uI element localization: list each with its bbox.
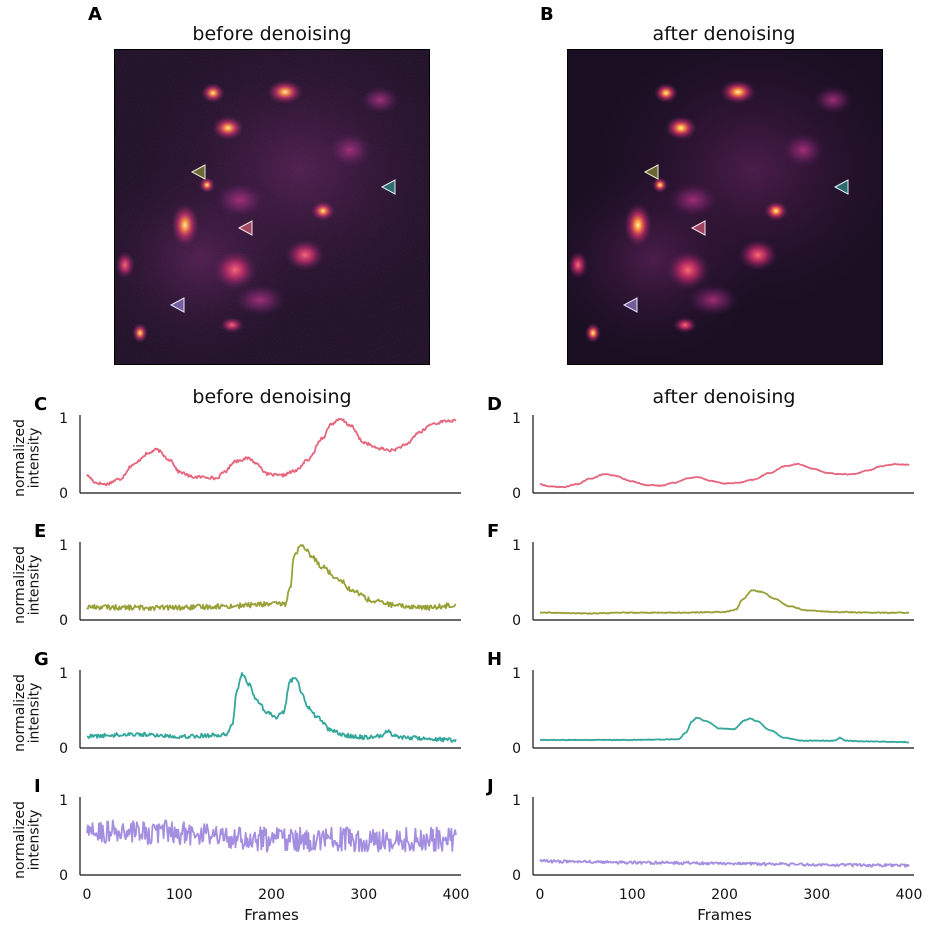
panel-letter-c: C (34, 394, 47, 415)
roi-marker-red (237, 220, 253, 236)
trace-title-before: before denoising (192, 386, 351, 408)
panel-f: F 0 1 (487, 521, 914, 629)
y-tick-label: 0 (512, 486, 521, 502)
panel-h: H 0 1 (487, 649, 914, 757)
trace-line (539, 716, 910, 744)
panel-c: C 0 1 normalizedintensity (12, 394, 461, 502)
panel-letter-i: I (34, 776, 41, 797)
y-tick-label: 0 (59, 613, 68, 629)
panel-g: G 0 1 normalizedintensity (12, 649, 461, 757)
panel-letter-j: J (485, 776, 494, 797)
panel-e: E 0 1 normalizedintensity (12, 521, 461, 629)
roi-markers-after (622, 164, 849, 313)
y-tick-label: 1 (512, 538, 521, 554)
x-tick-label: 400 (443, 887, 470, 903)
roi-marker-teal (833, 179, 849, 195)
y-tick-label: 1 (512, 411, 521, 427)
y-axis-label: normalizedintensity (12, 546, 43, 624)
trace-line (86, 672, 457, 743)
panel-i: I 0 1 normalizedintensity 0 100 200 300 400 Frame… (12, 776, 469, 924)
panel-d: D 0 1 (487, 394, 914, 502)
panel-letter-b: B (540, 4, 554, 25)
y-tick-label: 0 (59, 868, 68, 884)
x-tick-label: 0 (536, 887, 545, 903)
y-tick-label: 0 (512, 613, 521, 629)
trace-line (86, 417, 457, 487)
roi-markers-before (169, 164, 396, 313)
panel-letter-h: H (487, 649, 502, 670)
x-tick-label: 100 (619, 887, 646, 903)
panel-letter-f: F (487, 521, 499, 542)
panel-letter-a: A (88, 4, 102, 25)
x-tick-label: 200 (258, 887, 285, 903)
y-tick-label: 1 (59, 666, 68, 682)
trace-title-after: after denoising (653, 386, 796, 408)
y-axis-label: normalizedintensity (12, 419, 43, 497)
trace-line (539, 859, 910, 868)
y-tick-label: 0 (59, 486, 68, 502)
microscopy-image-before (114, 49, 430, 365)
x-axis-label: Frames (244, 906, 299, 924)
y-tick-label: 0 (512, 868, 521, 884)
trace-line (86, 544, 457, 611)
roi-marker-olive (643, 164, 659, 180)
x-tick-label: 0 (83, 887, 92, 903)
panel-j: J 0 1 0 100 200 300 400 Frames (485, 776, 922, 924)
panel-letter-g: G (34, 649, 49, 670)
trace-line (539, 462, 910, 489)
panel-letter-d: D (487, 394, 502, 415)
y-tick-label: 0 (512, 741, 521, 757)
x-tick-label: 200 (711, 887, 738, 903)
x-tick-label: 300 (350, 887, 377, 903)
x-tick-label: 400 (896, 887, 923, 903)
roi-marker-teal (380, 179, 396, 195)
y-tick-label: 1 (59, 411, 68, 427)
roi-marker-red (690, 220, 706, 236)
y-tick-label: 1 (512, 666, 521, 682)
microscopy-image-after (567, 49, 883, 365)
panel-letter-e: E (34, 521, 46, 542)
roi-marker-olive (190, 164, 206, 180)
image-title-after: after denoising (653, 23, 796, 45)
roi-marker-purple (169, 297, 185, 313)
y-tick-label: 1 (59, 793, 68, 809)
x-tick-label: 100 (166, 887, 193, 903)
y-axis-label: normalizedintensity (12, 674, 43, 752)
y-tick-label: 0 (59, 741, 68, 757)
image-title-before: before denoising (192, 23, 351, 45)
trace-charts: C01normalizedintensityD01E01normalizedin… (12, 394, 922, 924)
y-axis-label: normalizedintensity (12, 801, 43, 879)
y-tick-label: 1 (512, 793, 521, 809)
y-tick-label: 1 (59, 538, 68, 554)
x-tick-label: 300 (803, 887, 830, 903)
trace-line (539, 589, 910, 615)
roi-marker-purple (622, 297, 638, 313)
x-axis-label: Frames (697, 906, 752, 924)
trace-line (86, 819, 457, 853)
